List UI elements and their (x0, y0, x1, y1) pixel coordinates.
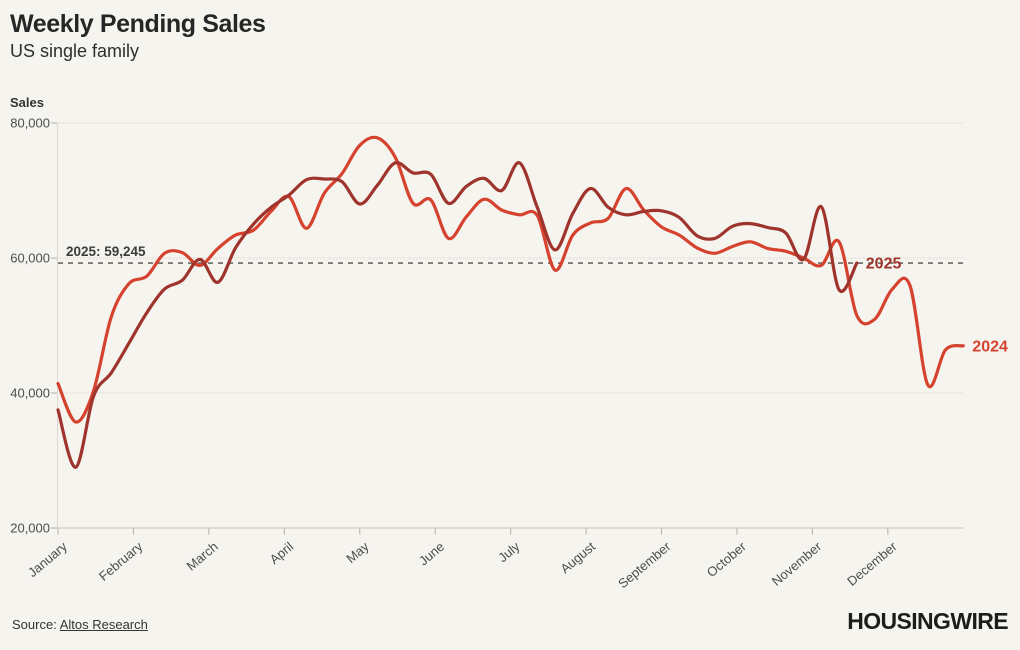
series-label-2025: 2025 (866, 256, 902, 273)
x-axis-month-label: December (844, 538, 900, 588)
page-title: Weekly Pending Sales (10, 10, 266, 38)
pending-sales-chart: 20,000 40,000 60,000 80,000 January February M… (10, 116, 1008, 592)
series-line-2025 (56, 160, 859, 469)
series-line-2024 (56, 135, 965, 424)
y-axis-tick-label: 80,000 (10, 116, 50, 131)
x-axis-month-label: May (343, 538, 372, 566)
chart-footer: Source: Altos Research HOUSINGWIRE (0, 608, 1020, 642)
x-axis-month-label: September (615, 538, 674, 591)
source-link[interactable]: Altos Research (59, 617, 148, 632)
x-axis-month-label: August (557, 539, 598, 577)
source-prefix: Source: (12, 617, 60, 632)
chart-subtitle: US single family (10, 41, 140, 61)
annotation-label: 2025: 59,245 (66, 244, 146, 259)
y-axis-title: Sales (10, 95, 44, 110)
x-axis-month-label: April (267, 539, 297, 567)
series-label-2024: 2024 (972, 338, 1008, 355)
y-axis-tick-label: 40,000 (10, 386, 50, 401)
x-axis-month-label: July (495, 538, 523, 565)
x-axis-month-label: January (25, 538, 70, 580)
x-axis-month-label: October (704, 538, 750, 580)
housingwire-logo: HOUSINGWIRE (847, 608, 1008, 634)
chart-header: Weekly Pending Sales US single family (10, 10, 266, 62)
x-axis-month-label: June (416, 539, 447, 569)
x-axis-month-label: November (769, 538, 825, 588)
x-axis-month-label: February (96, 538, 146, 583)
y-axis-tick-label: 60,000 (10, 251, 50, 266)
y-axis-tick-label: 20,000 (10, 521, 50, 536)
source-line: Source: Altos Research (12, 617, 148, 632)
x-axis-month-label: March (183, 539, 220, 574)
